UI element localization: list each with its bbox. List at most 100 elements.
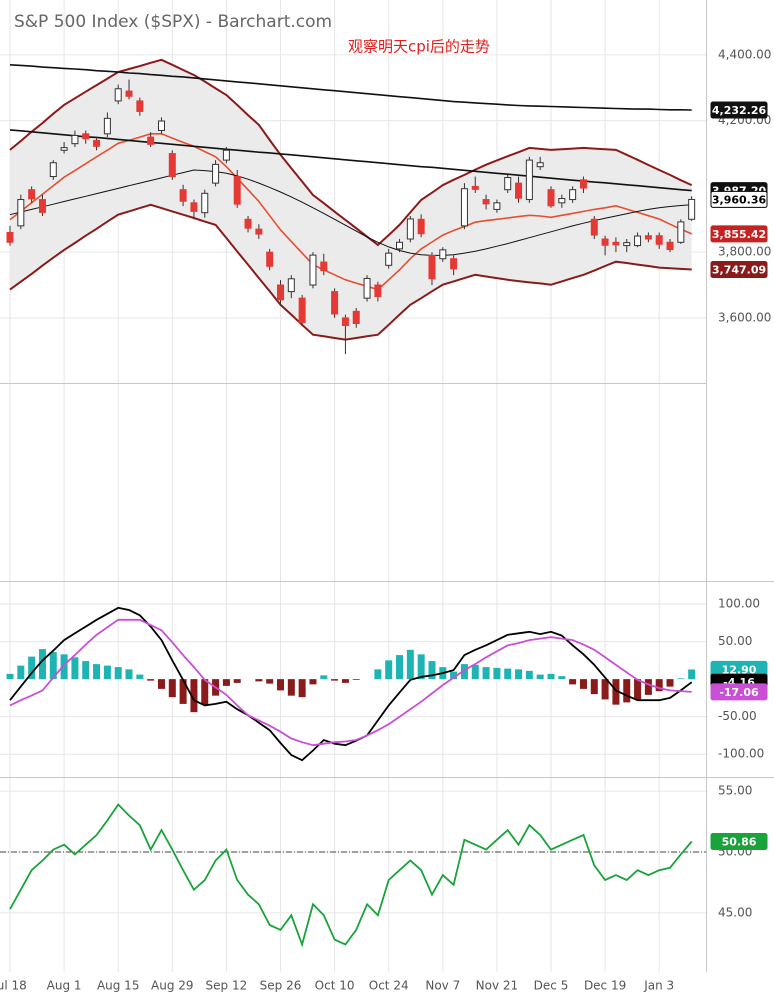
value-box bbox=[710, 190, 768, 208]
candle-body bbox=[504, 177, 512, 191]
line bbox=[9, 133, 693, 291]
candle-body bbox=[450, 258, 458, 270]
candle-body bbox=[233, 176, 241, 205]
histogram-bar bbox=[114, 667, 122, 680]
line bbox=[9, 169, 692, 256]
candle-body bbox=[406, 218, 414, 240]
candle-body bbox=[168, 153, 176, 178]
candle-body bbox=[298, 297, 306, 324]
histogram-bar bbox=[428, 661, 436, 680]
candle-body bbox=[644, 235, 652, 240]
line bbox=[9, 618, 692, 747]
histogram-bar bbox=[103, 665, 111, 680]
y-tick-label: 50.00 bbox=[718, 634, 752, 648]
histogram-bar bbox=[558, 676, 566, 680]
candle-body bbox=[255, 228, 263, 235]
candle-body bbox=[309, 254, 317, 286]
histogram-bar bbox=[38, 649, 46, 680]
candle-body bbox=[460, 188, 468, 227]
candle-body bbox=[212, 163, 220, 184]
line bbox=[9, 803, 693, 948]
candle-body bbox=[17, 199, 25, 227]
candle-body bbox=[374, 284, 382, 298]
value-box bbox=[710, 261, 768, 279]
candle-body bbox=[114, 88, 122, 102]
histogram-bar bbox=[504, 668, 512, 680]
histogram-bar bbox=[406, 649, 414, 680]
candle-body bbox=[396, 241, 404, 250]
candle-body bbox=[28, 189, 36, 200]
x-tick-label: Nov 7 bbox=[425, 979, 460, 993]
y-tick-label: -100.00 bbox=[718, 747, 764, 761]
histogram-bar bbox=[471, 664, 479, 680]
x-tick-label: Jul 18 bbox=[0, 979, 27, 993]
histogram-bar bbox=[666, 679, 674, 687]
histogram-bar bbox=[309, 679, 317, 685]
candle-body bbox=[428, 254, 436, 280]
x-tick-label: Jan 3 bbox=[643, 979, 674, 993]
candle-body bbox=[201, 192, 209, 214]
candle-body bbox=[579, 179, 587, 189]
histogram-bar bbox=[634, 679, 642, 700]
candle-body bbox=[93, 139, 101, 147]
x-tick-label: Aug 1 bbox=[47, 979, 82, 993]
value-label: 4,232.26 bbox=[712, 104, 767, 117]
histogram-bar bbox=[493, 667, 501, 680]
histogram-bar bbox=[515, 669, 523, 680]
x-tick-label: Aug 15 bbox=[97, 979, 140, 993]
candle-body bbox=[352, 310, 360, 324]
histogram-bar bbox=[179, 679, 187, 704]
candle-body bbox=[417, 218, 425, 235]
value-label: 3,747.09 bbox=[712, 264, 766, 277]
candle-body bbox=[547, 189, 555, 207]
candle-body bbox=[363, 277, 371, 299]
value-label: 3,960.36 bbox=[712, 193, 767, 206]
candle-body bbox=[331, 291, 339, 315]
y-tick-label: -50.00 bbox=[718, 709, 757, 723]
candle-body bbox=[634, 235, 642, 247]
histogram-bar bbox=[266, 679, 274, 684]
candle-body bbox=[493, 202, 501, 210]
histogram-bar bbox=[331, 679, 339, 681]
histogram-bar bbox=[601, 679, 609, 700]
histogram-bar bbox=[147, 679, 155, 681]
candle-body bbox=[482, 199, 490, 205]
x-tick-label: Nov 21 bbox=[476, 979, 519, 993]
candle-body bbox=[287, 278, 295, 293]
candle-body bbox=[244, 218, 252, 229]
candle-body bbox=[6, 231, 14, 243]
histogram-bar bbox=[233, 679, 241, 683]
x-tick-label: Sep 12 bbox=[206, 979, 248, 993]
annotation: 观察明天cpi后的走势 bbox=[348, 38, 490, 56]
histogram-bar bbox=[374, 669, 382, 680]
candle-body bbox=[471, 185, 479, 190]
histogram-bar bbox=[644, 679, 652, 695]
candle-body bbox=[157, 120, 165, 132]
histogram-bar bbox=[396, 655, 404, 680]
histogram-bar bbox=[655, 679, 663, 692]
histogram-bar bbox=[623, 679, 631, 703]
candle-body bbox=[569, 189, 577, 201]
candle-body bbox=[655, 235, 663, 245]
candle-body bbox=[277, 284, 284, 301]
candle-body bbox=[320, 261, 328, 272]
histogram-bar bbox=[17, 665, 25, 680]
histogram-bar bbox=[352, 679, 360, 680]
value-box bbox=[710, 833, 768, 851]
y-tick-label: 3,600.00 bbox=[718, 310, 771, 324]
y-tick-label: 55.00 bbox=[718, 784, 752, 798]
value-box bbox=[710, 101, 768, 119]
histogram-bar bbox=[201, 679, 209, 705]
y-tick-label: 3,800.00 bbox=[718, 245, 771, 259]
candle-body bbox=[222, 149, 230, 161]
value-label: 50.86 bbox=[722, 836, 757, 849]
histogram-bar bbox=[569, 679, 577, 685]
candle-body bbox=[341, 317, 349, 326]
candle-body bbox=[558, 198, 566, 204]
candle-body bbox=[601, 238, 609, 246]
histogram-bar bbox=[222, 679, 230, 686]
histogram-bar bbox=[482, 667, 490, 680]
histogram-bar bbox=[190, 679, 198, 713]
candle-body bbox=[677, 221, 685, 243]
candle-body bbox=[515, 182, 523, 199]
